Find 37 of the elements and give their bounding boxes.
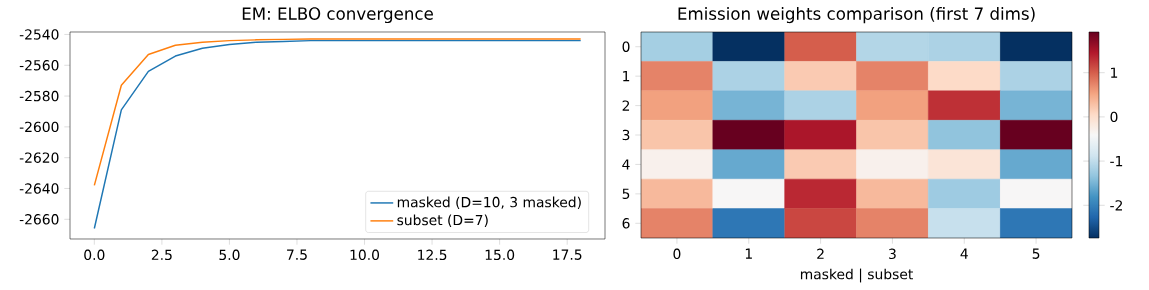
- x-tick-label: 3: [889, 248, 896, 260]
- y-tick-label: 4: [622, 159, 630, 170]
- chart-title: Emission weights comparison (first 7 dims): [678, 6, 1035, 24]
- x-tick-label: 2.5: [151, 249, 172, 261]
- x-tick-label: 15.0: [485, 249, 515, 261]
- x-tick-label: 12.5: [418, 249, 447, 261]
- y-tick-label: -2560: [19, 60, 59, 71]
- x-tick-label: 5.0: [219, 249, 240, 261]
- y-tick-label: 5: [622, 188, 630, 200]
- color-bar-label: 0: [1110, 111, 1118, 123]
- y-tick-label: 1: [623, 71, 630, 82]
- chart-title: EM: ELBO convergence: [242, 7, 433, 24]
- y-tick-label: 3: [622, 129, 630, 141]
- y-tick-label: 6: [622, 218, 630, 229]
- color-bar-label: 1: [1111, 67, 1118, 78]
- x-tick-label: 1: [745, 248, 752, 259]
- y-tick-label: -2540: [19, 29, 59, 40]
- y-tick-label: -2600: [19, 121, 59, 133]
- legend-label: masked (D=10, 3 masked): [397, 196, 581, 209]
- x-tick-label: 0: [673, 248, 681, 260]
- x-tick-label: 5: [1032, 248, 1040, 259]
- x-tick-label: 17.5: [553, 249, 582, 260]
- x-tick-label: 4: [960, 248, 968, 259]
- y-tick-label: 0: [622, 41, 630, 52]
- x-tick-label: 2: [817, 248, 824, 259]
- y-tick-label: -2660: [19, 214, 59, 225]
- y-tick-label: -2620: [19, 152, 59, 163]
- x-axis-title: masked | subset: [800, 268, 913, 283]
- x-tick-label: 7.5: [287, 249, 307, 260]
- y-tick-label: 2: [622, 100, 630, 111]
- legend-label: subset (D=7): [397, 214, 488, 227]
- x-tick-label: 0.0: [84, 249, 105, 261]
- y-tick-label: -2640: [19, 183, 59, 194]
- x-tick-label: 10.0: [350, 249, 380, 261]
- color-bar-label: -2: [1110, 200, 1122, 211]
- y-tick-label: -2580: [19, 90, 59, 102]
- color-bar-label: -1: [1110, 156, 1123, 167]
